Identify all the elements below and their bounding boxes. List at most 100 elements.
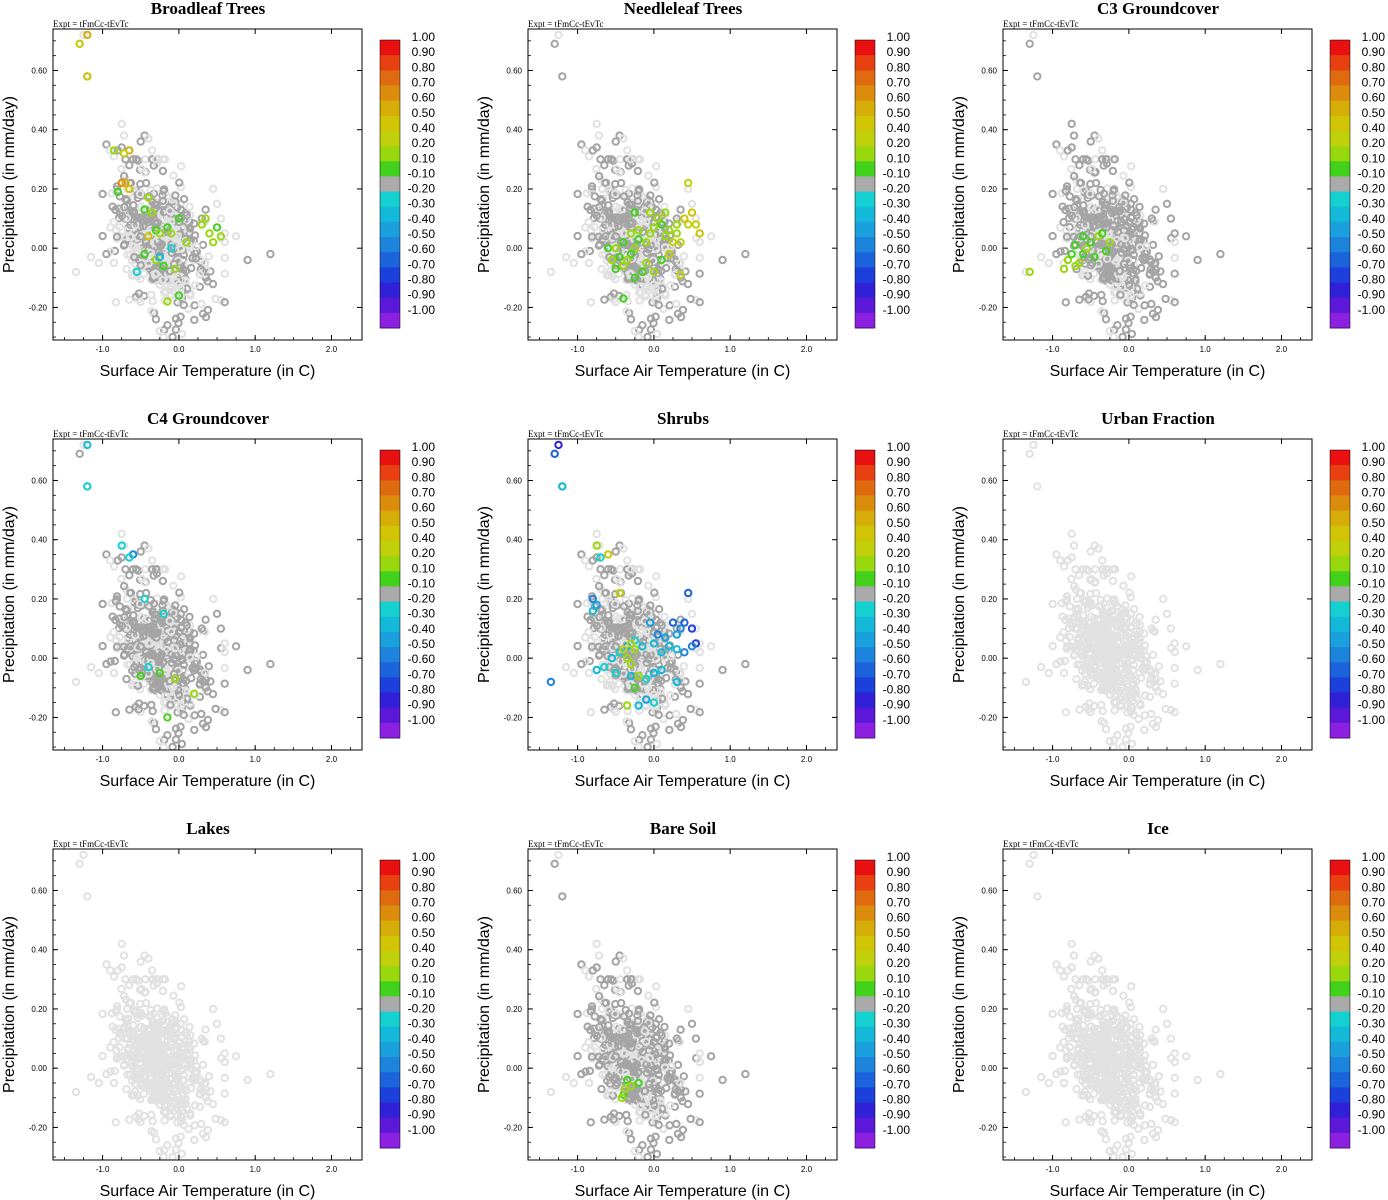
scatter-point	[1080, 677, 1090, 686]
scatter-point-highlight	[649, 668, 659, 678]
scatter-point	[148, 1029, 158, 1038]
x-axis-label: Surface Air Temperature (in C)	[1050, 773, 1266, 790]
scatter-point-highlight	[182, 238, 191, 247]
colorbar-swatch	[380, 586, 400, 603]
plot-frame	[52, 438, 363, 751]
scatter-point	[604, 595, 613, 605]
scatter-point	[651, 654, 661, 664]
scatter-point	[171, 1145, 181, 1154]
panel-title: C3 Groundcover	[1097, 0, 1219, 18]
scatter-point	[174, 662, 183, 672]
colorbar-label: 0.10	[1362, 561, 1386, 575]
scatter-point	[190, 301, 199, 310]
scatter-point	[1052, 140, 1061, 149]
scatter-point-highlight	[680, 618, 689, 627]
scatter-point-highlight	[136, 671, 145, 681]
scatter-point	[179, 710, 188, 720]
scatter-point	[592, 143, 601, 152]
scatter-point	[1129, 300, 1138, 310]
scatter-point	[1085, 213, 1095, 222]
scatter-point-highlight	[661, 232, 670, 241]
colorbar-label: -0.30	[408, 197, 436, 211]
scatter-point	[198, 1060, 208, 1070]
scatter-point	[1114, 203, 1124, 212]
scatter-point	[150, 610, 159, 619]
scatter-point	[584, 258, 594, 268]
scatter-point	[625, 200, 634, 209]
scatter-point	[1170, 229, 1179, 238]
scatter-point	[633, 196, 643, 206]
colorbar: 1.000.900.800.700.600.500.400.200.10-0.1…	[379, 30, 436, 329]
scatter-point	[167, 1060, 176, 1069]
colorbar-swatch	[380, 312, 400, 329]
scatter-point	[1060, 656, 1070, 666]
x-tick-label: 2.0	[1276, 345, 1288, 354]
scatter-point	[109, 972, 119, 981]
scatter-point	[212, 199, 222, 209]
scatter-point	[1036, 662, 1046, 672]
colorbar: 1.000.900.800.700.600.500.400.200.10-0.1…	[1329, 440, 1386, 739]
scatter-point	[211, 1114, 220, 1124]
scatter-point-highlight	[611, 668, 620, 678]
colorbar-swatch	[1330, 282, 1350, 299]
scatter-point	[1029, 440, 1038, 450]
scatter-point	[98, 641, 107, 651]
scatter-point	[102, 550, 111, 559]
scatter-point	[616, 565, 625, 574]
scatter-point	[611, 232, 620, 241]
scatter-point	[638, 731, 647, 740]
colorbar-label: -0.60	[1358, 652, 1386, 666]
colorbar-label: 0.50	[412, 516, 436, 530]
colorbar-swatch	[380, 480, 400, 496]
scatter-point	[1086, 547, 1095, 556]
colorbar-label: 0.90	[887, 455, 911, 469]
scatter-point	[121, 1015, 130, 1024]
scatter-point	[136, 547, 145, 556]
scatter-point	[1119, 669, 1129, 679]
scatter-point	[741, 249, 750, 259]
scatter-point	[1110, 296, 1119, 305]
colorbar-label: -0.50	[408, 637, 436, 651]
scatter-point	[1170, 639, 1179, 648]
scatter-point	[611, 261, 620, 270]
colorbar-label: -0.30	[883, 607, 911, 621]
scatter-point	[1097, 307, 1106, 316]
scatter-point-highlight	[657, 220, 666, 229]
scatter-point	[585, 656, 594, 666]
scatter-point-highlight	[645, 208, 655, 217]
scatter-point-highlight	[645, 618, 655, 627]
colorbar-swatch	[855, 450, 875, 466]
scatter-point-highlight	[140, 594, 149, 604]
scatter-point	[154, 657, 163, 667]
scatter-point	[188, 253, 197, 263]
colorbar-swatch	[855, 707, 875, 724]
colorbar-swatch	[380, 267, 400, 284]
colorbar-label: -0.10	[408, 576, 436, 590]
scatter-point	[1127, 213, 1136, 223]
scatter-point	[569, 668, 578, 678]
scatter-point	[587, 182, 597, 191]
y-tick-label: -0.20	[979, 303, 998, 312]
scatter-point	[1140, 301, 1149, 310]
scatter-point	[189, 219, 199, 228]
colorbar-frame	[854, 449, 876, 739]
scatter-point	[176, 592, 186, 602]
scatter-point	[175, 588, 184, 597]
scatter-point	[168, 332, 177, 340]
scatter-point	[266, 659, 275, 669]
scatter-point	[1110, 706, 1119, 715]
colorbar-label: 0.70	[887, 485, 911, 499]
scatter-point	[111, 1025, 120, 1035]
colorbar-swatch	[380, 221, 400, 238]
colorbar-label: -0.10	[883, 166, 911, 180]
scatter-point	[1154, 252, 1164, 261]
y-tick-label: 0.00	[981, 654, 997, 663]
scatter-point	[594, 651, 604, 660]
colorbar-swatch	[380, 40, 400, 56]
scatter-point	[581, 146, 590, 155]
scatter-point	[676, 258, 685, 268]
scatter-point	[136, 1052, 146, 1061]
scatter-point	[121, 605, 130, 614]
scatter-point-highlight	[657, 255, 666, 265]
scatter-point-highlight	[653, 630, 662, 639]
